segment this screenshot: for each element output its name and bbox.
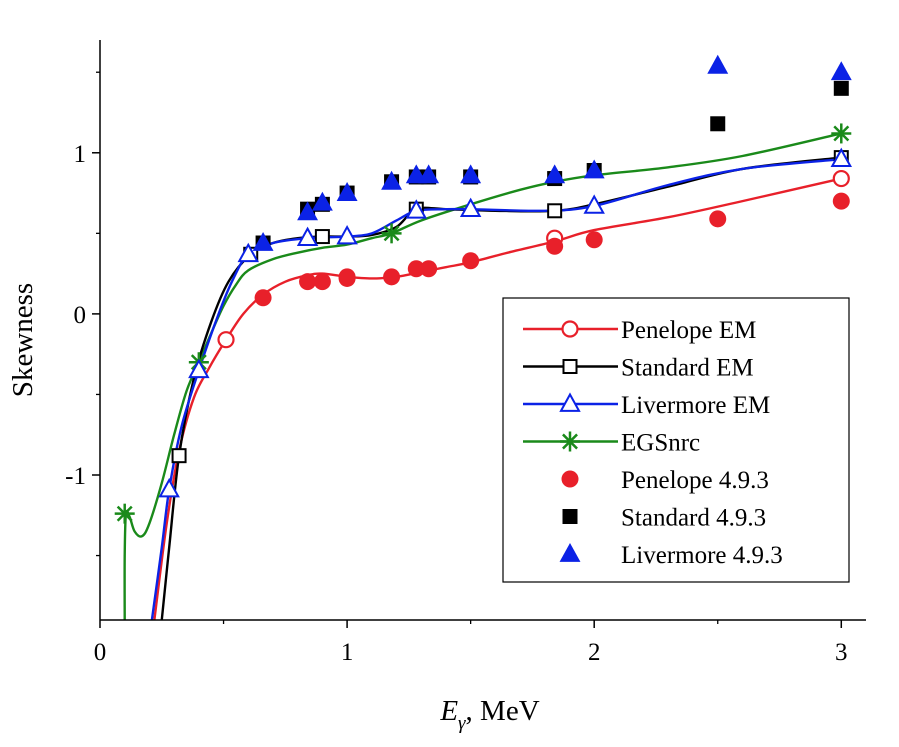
y-tick-label: -1: [65, 463, 86, 490]
data-point-livermore-4-9-3: [830, 61, 852, 81]
star-stroke: [562, 433, 578, 450]
y-tick-label: 1: [74, 141, 87, 168]
legend-entry-penelope-4-9-3: Penelope 4.9.3: [561, 467, 769, 494]
data-point-livermore-4-9-3: [418, 164, 440, 184]
legend-label: Livermore 4.9.3: [621, 542, 783, 569]
data-point-livermore-em: [188, 358, 210, 379]
data-point-livermore-4-9-3: [381, 170, 403, 190]
legend-marker: [559, 392, 581, 412]
data-point-egsnrc: [831, 123, 852, 144]
legend-label: Livermore EM: [621, 392, 770, 419]
data-point-penelope-4-9-3: [709, 210, 727, 228]
legend-box: [502, 297, 850, 583]
star-stroke: [116, 505, 133, 522]
data-point-penelope-4-9-3: [254, 289, 272, 307]
y-tick-label: 0: [74, 302, 87, 329]
legend-entry-penelope-em: Penelope EM: [523, 317, 756, 344]
data-point-livermore-em: [336, 224, 358, 245]
data-point-penelope-4-9-3: [407, 260, 425, 278]
legend-label: Penelope 4.9.3: [621, 467, 769, 494]
star-stroke: [383, 225, 400, 242]
data-point-livermore-em: [158, 477, 180, 498]
data-point-livermore-4-9-3: [583, 159, 605, 179]
x-tick-label: 1: [341, 639, 354, 666]
data-point-standard-em: [314, 229, 330, 245]
data-point-livermore-4-9-3: [707, 54, 729, 74]
x-axis-title-symbol: E: [439, 695, 458, 727]
data-point-livermore-4-9-3: [544, 164, 566, 184]
data-point-livermore-4-9-3: [311, 191, 333, 211]
data-point-livermore-em: [405, 199, 428, 219]
data-point-standard-4-9-3: [710, 116, 726, 132]
data-point-penelope-4-9-3: [546, 237, 564, 255]
x-axis-title: Eγ, MeV: [439, 695, 539, 734]
data-point-penelope-4-9-3: [313, 273, 331, 291]
data-point-livermore-em: [459, 197, 482, 218]
x-tick-label: 3: [835, 639, 848, 666]
legend-marker: [560, 431, 580, 452]
data-point-livermore-4-9-3: [460, 164, 482, 184]
legend-label: Standard 4.9.3: [621, 505, 766, 532]
data-point-egsnrc: [114, 503, 135, 524]
legend: Penelope EM Standard EM Livermore EM EGSnrc…: [502, 297, 850, 583]
data-point-livermore-em: [830, 147, 853, 168]
data-point-penelope-4-9-3: [420, 260, 438, 278]
legend-entry-standard-4-9-3: Standard 4.9.3: [562, 505, 766, 532]
y-axis-title: Skewness: [7, 283, 39, 397]
data-point-standard-em: [547, 203, 563, 219]
data-point-egsnrc: [381, 223, 402, 244]
axes: 0 1 2 3 -1 0 1 Skewness Eγ, MeV: [7, 40, 866, 734]
legend-marker: [561, 320, 579, 338]
legend-marker: [559, 543, 581, 562]
data-point-penelope-em: [832, 169, 850, 188]
x-axis-title-unit: , MeV: [466, 695, 540, 727]
legend-marker: [561, 470, 579, 488]
data-point-livermore-em: [583, 194, 605, 214]
star-stroke: [833, 125, 850, 142]
legend-entry-livermore-4-9-3: Livermore 4.9.3: [559, 542, 783, 569]
legend-label: EGSnrc: [621, 430, 700, 457]
x-tick-label: 0: [94, 639, 107, 666]
data-point-livermore-em: [296, 226, 319, 247]
data-point-livermore-em: [237, 242, 259, 263]
data-point-standard-em: [171, 448, 187, 464]
data-point-livermore-4-9-3: [252, 232, 274, 251]
legend-entry-standard-em: Standard EM: [523, 355, 754, 382]
data-point-livermore-4-9-3: [297, 201, 319, 221]
legend-marker: [562, 509, 578, 524]
legend-entry-egsnrc: EGSnrc: [523, 430, 700, 457]
data-point-penelope-4-9-3: [299, 273, 317, 291]
data-point-penelope-4-9-3: [585, 231, 603, 249]
legend-label: Standard EM: [621, 355, 754, 382]
data-point-standard-4-9-3: [833, 80, 849, 96]
legend-entry-livermore-em: Livermore EM: [523, 392, 770, 419]
x-tick-label: 2: [588, 639, 601, 666]
data-point-penelope-4-9-3: [338, 268, 356, 286]
x-axis-title-subscript: γ: [458, 713, 466, 734]
data-point-livermore-4-9-3: [336, 182, 358, 201]
legend-label: Penelope EM: [621, 317, 756, 344]
data-point-penelope-4-9-3: [462, 252, 480, 270]
plot-marks: [114, 54, 853, 620]
data-point-penelope-em: [217, 331, 235, 349]
legend-marker: [562, 359, 578, 374]
data-point-penelope-4-9-3: [383, 268, 401, 286]
data-point-penelope-4-9-3: [832, 192, 850, 210]
